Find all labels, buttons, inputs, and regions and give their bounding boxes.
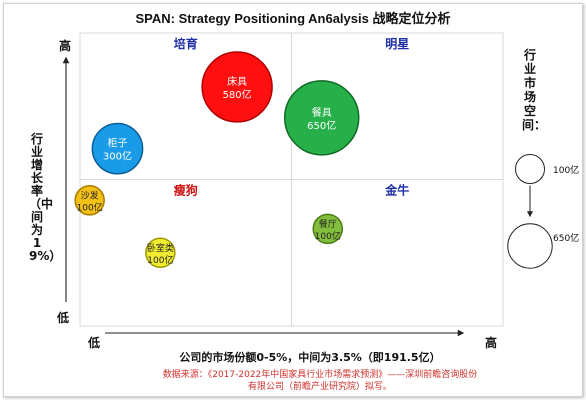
quadrant-label-top-left: 培育 bbox=[174, 36, 198, 51]
legend-title: 行业市场空间： bbox=[522, 48, 547, 132]
bubble-value-0: 580亿 bbox=[223, 88, 252, 101]
bubble-4 bbox=[145, 237, 176, 269]
bubble-value-5: 100亿 bbox=[315, 230, 341, 242]
quadrant-label-bottom-right: 金牛 bbox=[384, 183, 409, 198]
x-axis-low-label: 低 bbox=[87, 335, 100, 350]
bubble-5 bbox=[312, 213, 344, 245]
bubble-value-4: 100亿 bbox=[147, 254, 173, 266]
bubble-value-1: 300亿 bbox=[103, 150, 132, 163]
bubble-name-2: 餐具 bbox=[312, 106, 332, 119]
chart-title: SPAN: Strategy Positioning An6alysis 战略定… bbox=[135, 11, 451, 26]
bubble-name-3: 沙发 bbox=[81, 189, 99, 201]
y-axis-low-label: 低 bbox=[56, 310, 69, 325]
legend-large-label: 650亿 bbox=[553, 232, 579, 244]
bubble-name-1: 柜子 bbox=[107, 137, 127, 150]
bubble-value-3: 100亿 bbox=[77, 201, 103, 213]
legend-small-label: 100亿 bbox=[553, 164, 579, 176]
bubble-3 bbox=[74, 185, 105, 216]
quadrant-label-bottom-left: 瘦狗 bbox=[174, 183, 198, 198]
legend-small-circle bbox=[514, 153, 546, 185]
source-note: 数据来源：《2017-2022年中国家具行业市场需求预测》——深圳前瞻咨询股份有… bbox=[162, 370, 478, 392]
bubble-2 bbox=[283, 80, 360, 156]
y-axis-high-label: 高 bbox=[59, 38, 71, 53]
bubble-name-0: 床具 bbox=[227, 75, 247, 88]
y-axis-label: 行业增长率（中间为19%） bbox=[29, 132, 61, 263]
quadrant-label-top-right: 明星 bbox=[385, 37, 409, 51]
x-axis-high-label: 高 bbox=[485, 335, 497, 350]
bubble-value-2: 650亿 bbox=[307, 119, 336, 132]
bubble-0 bbox=[201, 51, 273, 123]
legend-large-circle bbox=[507, 223, 553, 269]
x-axis-label: 公司的市场份额0-5%，中间为3.5%（即191.5亿） bbox=[179, 351, 441, 364]
bubble-name-5: 餐厅 bbox=[319, 218, 337, 230]
bubble-name-4: 卧室类 bbox=[147, 242, 174, 254]
bubble-1 bbox=[91, 122, 144, 175]
